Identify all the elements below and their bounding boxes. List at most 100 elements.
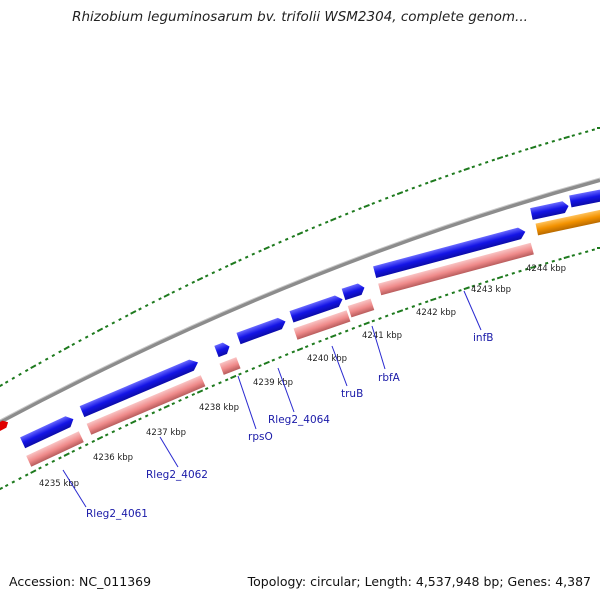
minor-tick-dot [524, 267, 529, 271]
minor-tick-dot [304, 229, 309, 233]
minor-tick-dot [524, 147, 529, 151]
gene-label-rleg2-4062[interactable]: Rleg2_4062 [146, 469, 208, 481]
gene-label-trub[interactable]: truB [341, 388, 363, 400]
gene-arrow-next-2[interactable] [569, 189, 600, 208]
minor-tick-dot [478, 163, 482, 167]
tick-label: 4238 kbp [199, 403, 239, 413]
gene-arrow-trub[interactable] [289, 294, 345, 323]
minor-tick-dot [284, 353, 289, 357]
minor-tick-dot [211, 271, 216, 275]
minor-tick-dot [511, 152, 516, 156]
gene-arrow-rleg2-4062[interactable] [79, 357, 201, 418]
major-tick-mark [63, 345, 70, 351]
gene-label-rbfa[interactable]: rbfA [378, 372, 401, 384]
major-tick-mark [430, 297, 437, 302]
minor-tick-dot [118, 426, 122, 431]
minor-tick-dot [591, 248, 596, 252]
gene-arrow-rpso[interactable] [214, 341, 231, 358]
minor-tick-dot [104, 324, 109, 328]
gene-arrow-rleg2-4064[interactable] [236, 316, 287, 345]
minor-tick-dot [204, 274, 209, 278]
major-tick-mark [263, 360, 270, 365]
major-tick-mark [196, 389, 204, 394]
minor-tick-dot [51, 353, 56, 358]
major-tick-mark [530, 145, 537, 150]
minor-tick-dot [444, 174, 449, 178]
major-tick-mark [230, 374, 237, 380]
cds-bar-rbfa[interactable] [347, 298, 375, 318]
gene-label-rpso[interactable]: rpsO [248, 431, 273, 443]
minor-tick-dot [471, 165, 476, 169]
minor-tick-dot [451, 172, 456, 176]
major-tick-mark [363, 321, 370, 326]
minor-tick-dot [184, 284, 189, 288]
gene-arrow-infb[interactable] [373, 226, 527, 278]
orange-feature-bar[interactable] [535, 208, 600, 236]
minor-tick-dot [444, 293, 449, 297]
genome-summary-text: Topology: circular; Length: 4,537,948 bp… [247, 574, 591, 589]
minor-tick-dot [384, 196, 389, 200]
gene-arrow-rleg2-4061[interactable] [20, 414, 76, 449]
minor-tick-dot [38, 361, 42, 365]
minor-tick-dot [258, 364, 262, 368]
cds-bar-rleg2-4062[interactable] [86, 375, 206, 435]
minor-tick-dot [151, 300, 156, 304]
gene-arrow-rbfa[interactable] [341, 282, 367, 301]
tick-label: 4243 kbp [471, 285, 511, 295]
minor-tick-dot [358, 207, 362, 211]
major-tick-mark [163, 293, 170, 298]
minor-tick-dot [124, 314, 129, 318]
minor-tick-dot [518, 269, 522, 273]
minor-tick-dot [71, 342, 76, 346]
gene-arrow-next-1[interactable] [530, 200, 570, 220]
minor-tick-dot [251, 366, 256, 371]
cds-bar-rpso[interactable] [219, 357, 241, 375]
minor-tick-dot [411, 186, 416, 190]
gene-leader-lines [62, 290, 482, 508]
cds-bar-infb[interactable] [378, 242, 534, 296]
minor-tick-dot [471, 284, 476, 288]
minor-tick-dot [251, 252, 256, 256]
major-tick-mark [330, 334, 337, 339]
minor-tick-dot [224, 264, 229, 268]
minor-tick-dot [244, 255, 249, 259]
minor-tick-dot [491, 158, 496, 162]
genome-backbone [0, 178, 600, 424]
minor-tick-dot [58, 456, 62, 460]
minor-tick-dot [144, 304, 149, 308]
minor-tick-dot [158, 297, 162, 301]
minor-tick-dot [171, 290, 176, 294]
minor-tick-dot [278, 355, 282, 359]
minor-tick-dot [358, 324, 362, 328]
minor-tick-dot [104, 433, 109, 437]
major-tick-mark [496, 275, 504, 280]
minor-tick-dot [84, 443, 89, 447]
minor-tick-dot [18, 476, 22, 481]
minor-tick-dot [324, 220, 329, 224]
minor-tick-dot [238, 372, 242, 376]
major-tick-mark [396, 309, 404, 314]
minor-tick-dot [11, 376, 16, 380]
minor-tick-dot [324, 337, 329, 341]
gene-label-rleg2-4061[interactable]: Rleg2_4061 [86, 508, 148, 520]
minor-tick-dot [591, 128, 596, 132]
tick-label: 4241 kbp [362, 331, 402, 341]
minor-tick-dot [551, 139, 556, 143]
minor-tick-dot [111, 321, 116, 325]
cds-bar-rleg2-4061[interactable] [26, 431, 84, 467]
minor-tick-dot [278, 240, 282, 244]
cds-bar-trub[interactable] [293, 310, 351, 340]
tick-label: 4239 kbp [253, 378, 293, 388]
gene-label-rleg2-4064[interactable]: Rleg2_4064 [268, 414, 330, 426]
tick-label: 4244 kbp [526, 264, 566, 274]
major-tick-mark [0, 486, 4, 492]
gene-label-infb[interactable]: infB [473, 332, 493, 344]
minor-tick-dot [238, 258, 242, 262]
minor-tick-dot [271, 243, 276, 247]
minor-tick-dot [71, 449, 76, 453]
major-tick-mark [396, 191, 404, 196]
minor-tick-dot [338, 215, 342, 219]
minor-tick-dot [311, 226, 316, 230]
major-tick-mark [96, 327, 104, 333]
